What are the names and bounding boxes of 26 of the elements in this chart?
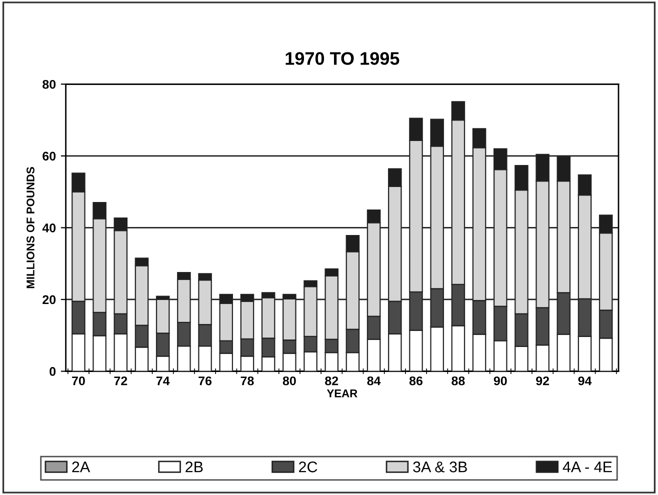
- x-tick-label: 92: [536, 376, 550, 386]
- x-tick-label: 80: [282, 376, 296, 386]
- x-axis-title: YEAR: [326, 390, 358, 398]
- y-tick-label: 0: [50, 367, 56, 376]
- x-tick-label: 76: [198, 376, 212, 386]
- x-tick-label: 82: [325, 376, 338, 386]
- x-tick-label: 88: [452, 376, 465, 386]
- legend-label: 4A - 4E: [562, 462, 612, 472]
- legend-label: 2C: [299, 462, 318, 472]
- legend-label: 2A: [72, 462, 90, 472]
- y-tick-label: 60: [42, 152, 56, 161]
- x-tick-label: 74: [156, 376, 170, 386]
- y-tick-label: 40: [42, 224, 56, 232]
- legend-label: 3A & 3B: [413, 462, 467, 472]
- x-tick-label: 90: [494, 376, 507, 386]
- legend-label: 2B: [186, 462, 203, 472]
- x-tick-label: 70: [72, 376, 85, 386]
- x-tick-label: 78: [240, 376, 254, 386]
- y-axis-title: MILLIONS OF POUNDS: [26, 167, 34, 288]
- y-tick-label: 80: [42, 80, 56, 89]
- y-tick-label: 20: [42, 295, 56, 304]
- x-tick-label: 84: [367, 376, 381, 386]
- x-tick-label: 86: [409, 376, 422, 386]
- chart-title: 1970 TO 1995: [286, 52, 400, 65]
- x-tick-label: 72: [114, 376, 128, 386]
- x-tick-label: 94: [578, 376, 592, 386]
